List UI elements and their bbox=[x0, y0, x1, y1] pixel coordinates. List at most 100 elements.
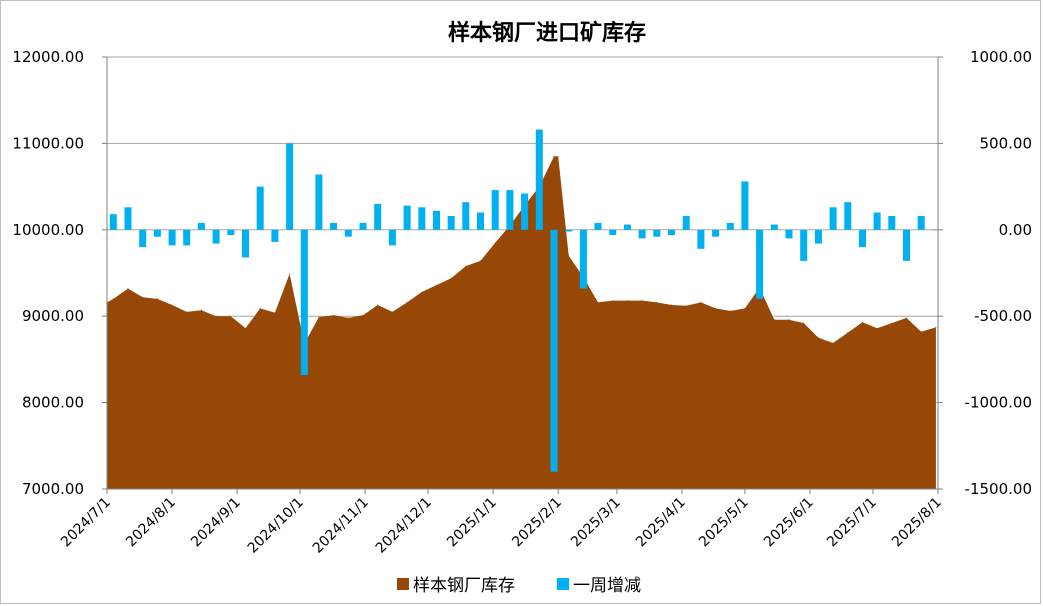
bar-weekly-change bbox=[682, 216, 690, 230]
x-tick-label: 2025/3/1 bbox=[568, 495, 624, 551]
x-tick-label: 2024/8/1 bbox=[123, 495, 179, 551]
area-point bbox=[289, 273, 291, 275]
bar-weekly-change bbox=[491, 190, 499, 230]
bar-weekly-change bbox=[814, 229, 822, 244]
bar-weekly-change bbox=[770, 224, 778, 230]
bar-weekly-change bbox=[418, 207, 426, 230]
area-series-layer bbox=[106, 155, 937, 489]
bar-weekly-change bbox=[183, 229, 191, 246]
bar-weekly-change bbox=[447, 216, 455, 230]
area-point bbox=[891, 322, 893, 324]
bar-weekly-change bbox=[359, 222, 367, 230]
chart-title: 样本钢厂进口矿库存 bbox=[448, 20, 646, 46]
bar-weekly-change bbox=[712, 229, 720, 237]
bar-weekly-change bbox=[433, 210, 440, 230]
bar-weekly-change bbox=[873, 212, 881, 230]
x-tick-label: 2025/6/1 bbox=[761, 495, 817, 551]
area-point bbox=[274, 312, 276, 314]
area-point bbox=[773, 319, 775, 321]
area-point bbox=[377, 304, 379, 306]
area-point bbox=[127, 288, 129, 290]
bar-series-layer bbox=[109, 129, 940, 472]
bar-weekly-change bbox=[300, 229, 308, 375]
x-tick-label: 2025/5/1 bbox=[696, 495, 752, 551]
bar-weekly-change bbox=[521, 193, 529, 230]
x-tick-label: 2025/8/1 bbox=[889, 495, 945, 551]
left-tick-label: 9000.00 bbox=[22, 307, 84, 325]
right-tick-label: 500.00 bbox=[980, 134, 1033, 152]
bar-weekly-change bbox=[726, 222, 734, 230]
area-point bbox=[906, 317, 908, 319]
bar-weekly-change bbox=[256, 186, 264, 230]
area-point bbox=[215, 315, 217, 317]
bar-weekly-change bbox=[668, 229, 675, 235]
area-point bbox=[656, 301, 658, 303]
area-point bbox=[391, 311, 393, 313]
bar-weekly-change bbox=[903, 229, 910, 261]
area-point bbox=[435, 284, 437, 286]
bar-weekly-change bbox=[697, 229, 705, 249]
bar-weekly-change bbox=[579, 229, 587, 289]
area-point bbox=[861, 321, 863, 323]
bar-weekly-change bbox=[242, 229, 249, 258]
area-point bbox=[480, 260, 482, 262]
area-point bbox=[553, 155, 555, 157]
bar-weekly-change bbox=[124, 207, 132, 230]
right-tick-label: -1500.00 bbox=[965, 480, 1032, 498]
bar-weekly-change bbox=[212, 229, 220, 244]
left-tick-label: 7000.00 bbox=[22, 480, 84, 498]
legend-label-weekly-change: 一周增减 bbox=[573, 576, 641, 596]
bar-weekly-change bbox=[550, 229, 558, 472]
right-tick-label: -500.00 bbox=[974, 307, 1032, 325]
area-point bbox=[347, 317, 349, 319]
area-series-inventory bbox=[107, 156, 936, 489]
area-point bbox=[568, 255, 570, 257]
area-point bbox=[803, 322, 805, 324]
axes bbox=[106, 57, 939, 490]
x-tick-label: 2024/10/1 bbox=[245, 495, 307, 557]
left-tick-label: 10000.00 bbox=[12, 221, 84, 239]
area-point bbox=[171, 304, 173, 306]
x-tick-label: 2025/4/1 bbox=[633, 495, 689, 551]
area-point bbox=[112, 298, 114, 300]
bar-weekly-change bbox=[286, 143, 294, 230]
area-point bbox=[597, 301, 599, 303]
bar-weekly-change bbox=[330, 222, 338, 230]
bar-weekly-change bbox=[227, 229, 235, 235]
x-tick-label: 2024/7/1 bbox=[58, 495, 114, 551]
area-point bbox=[685, 305, 687, 307]
bar-weekly-change bbox=[594, 222, 602, 230]
area-point bbox=[362, 314, 364, 316]
area-point bbox=[626, 300, 628, 302]
area-point bbox=[876, 327, 878, 329]
area-point bbox=[465, 265, 467, 267]
bar-weekly-change bbox=[844, 202, 852, 230]
bar-weekly-change bbox=[139, 229, 147, 248]
area-point bbox=[788, 319, 790, 321]
bar-weekly-change bbox=[403, 205, 411, 230]
bar-weekly-change bbox=[506, 190, 514, 230]
legend-label-inventory: 样本钢厂库存 bbox=[413, 576, 515, 596]
area-point bbox=[744, 307, 746, 309]
area-point bbox=[200, 309, 202, 311]
bar-weekly-change bbox=[785, 229, 793, 239]
area-point bbox=[142, 296, 144, 298]
area-point bbox=[715, 307, 717, 309]
bar-weekly-change bbox=[344, 229, 352, 237]
bar-weekly-change bbox=[638, 229, 646, 239]
right-tick-label: 1000.00 bbox=[970, 48, 1032, 66]
bar-weekly-change bbox=[271, 229, 279, 242]
area-point bbox=[847, 332, 849, 334]
bar-weekly-change bbox=[932, 229, 940, 231]
legend: 样本钢厂库存 一周增减 bbox=[397, 576, 641, 596]
right-axis-ticks: -1500.00 -1000.00 -500.00 0.00 500.00 1000.00 bbox=[938, 48, 1032, 498]
bar-weekly-change bbox=[168, 229, 176, 246]
left-tick-label: 11000.00 bbox=[12, 134, 84, 152]
area-point bbox=[612, 300, 614, 302]
left-tick-label: 12000.00 bbox=[12, 48, 84, 66]
area-point bbox=[641, 300, 643, 302]
bar-weekly-change bbox=[829, 207, 837, 230]
x-tick-label: 2024/12/1 bbox=[373, 495, 435, 557]
